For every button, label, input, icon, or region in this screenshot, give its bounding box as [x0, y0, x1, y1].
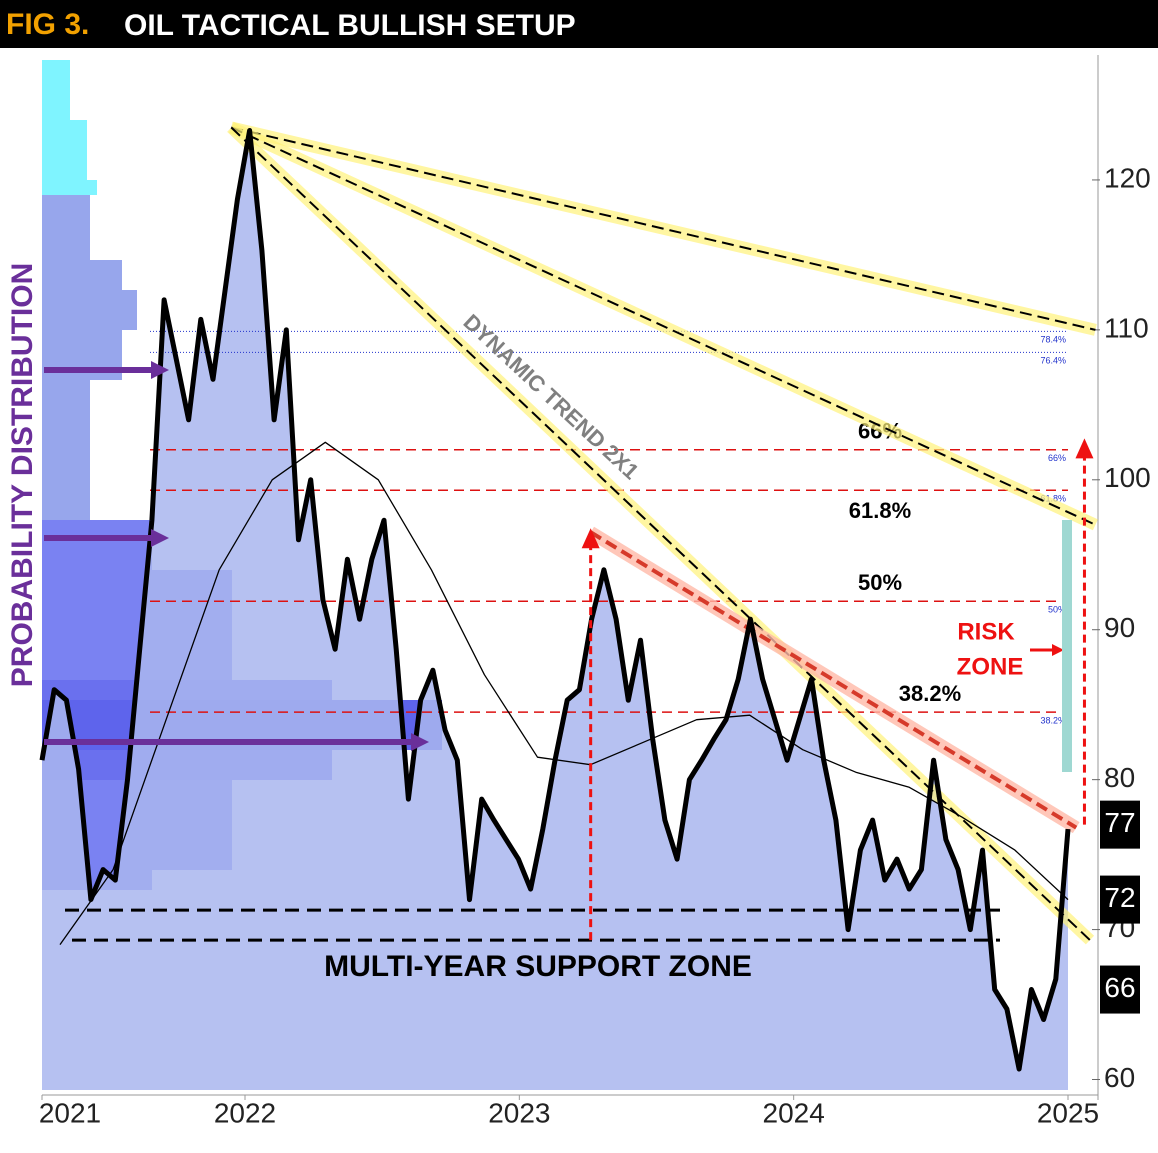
y-tick-label: 110: [1104, 312, 1149, 343]
x-tick-label: 2021: [39, 1097, 101, 1128]
support-label: MULTI-YEAR SUPPORT ZONE: [324, 950, 752, 983]
ma-line: [59, 441, 1069, 945]
price-tag: [1100, 875, 1140, 924]
y-tick-label: 60: [1104, 1062, 1135, 1093]
side-label: PROBABILITY DISTRIBUTION: [6, 263, 39, 687]
title-prefix: FIG 3.: [6, 8, 89, 41]
fib-level-label-small: 66%: [1048, 453, 1066, 463]
fib-level-label-small: 61.8%: [1040, 494, 1066, 504]
price-tag-label: 77: [1104, 807, 1135, 838]
risk-zone-bar: [1062, 520, 1072, 772]
y-tick-label: 80: [1104, 762, 1135, 793]
price-tag-label: 66: [1104, 972, 1135, 1003]
fib-level-label-small: 76.4%: [1040, 356, 1066, 366]
trendline-glow: [227, 123, 1095, 945]
trendline: [230, 126, 1096, 526]
x-tick-label: 2023: [488, 1097, 550, 1128]
trendline: [231, 126, 1096, 331]
fib-level-label-small: 38.2%: [1040, 716, 1066, 726]
risk-label: ZONE: [957, 653, 1024, 680]
price-line: [39, 128, 1071, 1072]
target-arrow-head: [581, 528, 600, 549]
price-area: [42, 130, 1068, 1090]
fib-level-label: 61.8%: [849, 498, 911, 523]
x-tick-label: 2024: [763, 1097, 825, 1128]
risk-label: RISK: [957, 618, 1015, 645]
resistance-line: [589, 530, 1078, 830]
title-bar: [0, 0, 1158, 48]
profile-band: [42, 180, 97, 195]
price-tag: [1100, 965, 1140, 1014]
target-arrow-head: [1075, 438, 1094, 459]
fib-level-label-small: 50%: [1048, 605, 1066, 615]
fib-level-label: 50%: [858, 570, 902, 595]
y-tick-label: 100: [1104, 462, 1151, 493]
fib-level-label: 38.2%: [899, 681, 961, 706]
x-tick-label: 2025: [1037, 1097, 1099, 1128]
fib-level-label-small: 78.4%: [1040, 335, 1066, 345]
price-tag: [1100, 800, 1140, 849]
price-tag-label: 72: [1104, 882, 1135, 913]
profile-band: [42, 290, 137, 330]
y-tick-label: 120: [1104, 162, 1151, 193]
x-tick-label: 2022: [214, 1097, 276, 1128]
chart-title: OIL TACTICAL BULLISH SETUP: [124, 9, 576, 42]
y-tick-label: 90: [1104, 612, 1135, 643]
